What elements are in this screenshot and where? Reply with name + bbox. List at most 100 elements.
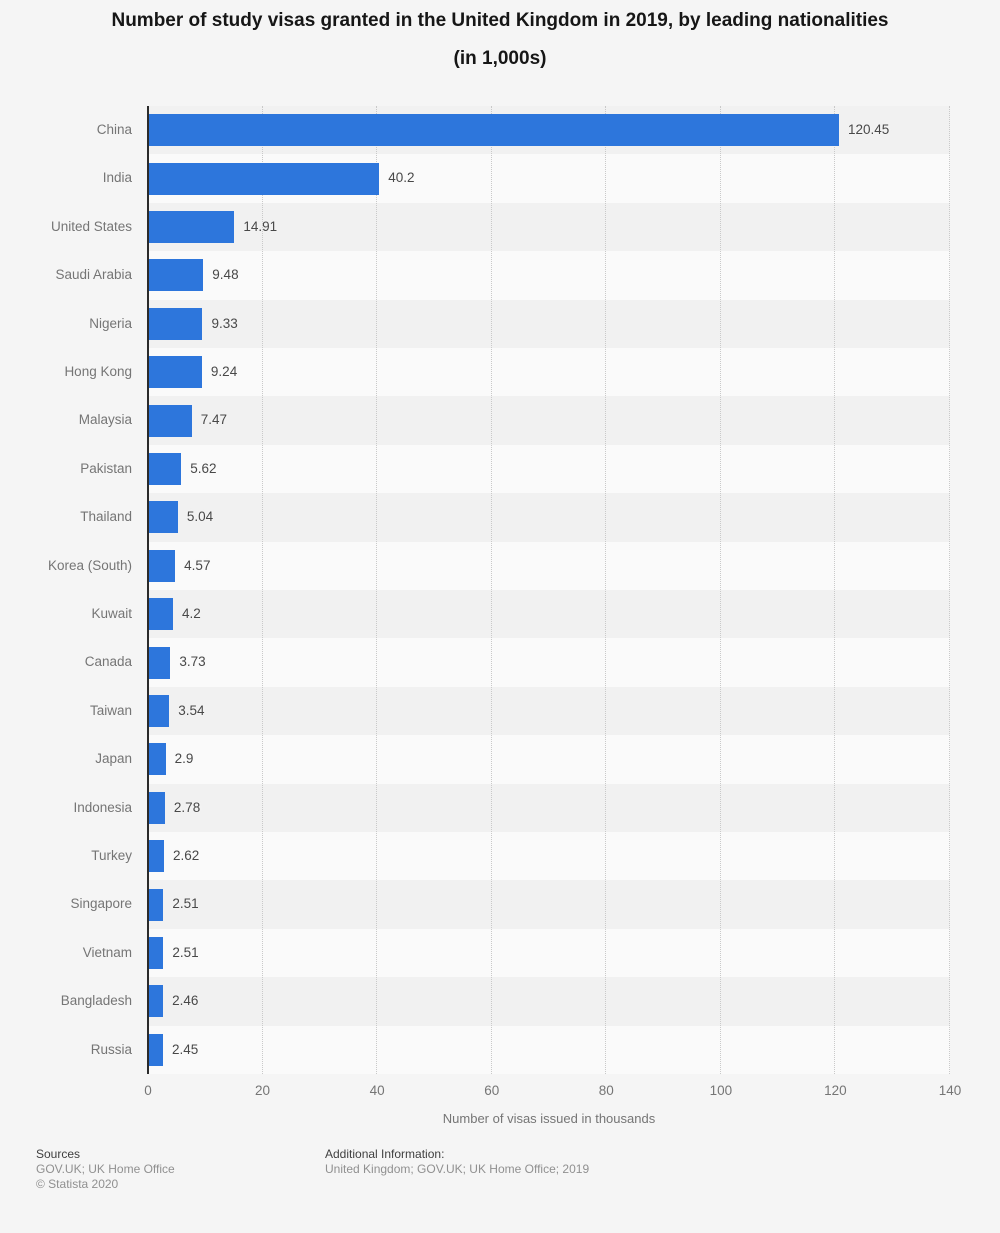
y-axis-line	[147, 106, 149, 1074]
additional-info-heading: Additional Information:	[325, 1147, 445, 1161]
row-band	[148, 783, 950, 832]
row-band	[148, 977, 950, 1026]
value-label: 40.2	[388, 170, 415, 186]
x-tick-label: 100	[709, 1083, 733, 1098]
value-label: 9.48	[212, 267, 239, 283]
category-label: Canada	[84, 654, 132, 670]
category-label: Kuwait	[91, 606, 132, 621]
copyright-line: © Statista 2020	[36, 1177, 119, 1191]
value-label: 120.45	[848, 122, 890, 137]
bar	[149, 162, 380, 195]
bar	[149, 356, 202, 389]
bar	[149, 888, 164, 921]
bar	[149, 840, 164, 873]
x-tick-label: 40	[369, 1083, 385, 1098]
bar	[149, 1033, 164, 1066]
x-tick-label: 0	[144, 1083, 152, 1098]
x-tick-label: 60	[484, 1083, 500, 1098]
row-band	[148, 686, 950, 736]
value-label: 5.62	[190, 460, 217, 476]
x-tick-label: 80	[598, 1083, 614, 1098]
x-axis-label: Number of visas issued in thousands	[442, 1111, 656, 1126]
bar	[149, 404, 192, 437]
bar	[149, 598, 174, 631]
value-label: 2.45	[172, 1041, 199, 1057]
row-band	[148, 1025, 950, 1074]
value-label: 14.91	[243, 218, 278, 234]
x-tick-label: 20	[255, 1083, 271, 1098]
category-label: Korea (South)	[47, 557, 132, 573]
row-band	[148, 348, 950, 397]
bar	[149, 453, 182, 485]
value-label: 2.9	[174, 751, 194, 767]
category-label: Pakistan	[80, 460, 132, 476]
gridline	[949, 106, 950, 1074]
value-label: 3.54	[178, 702, 205, 718]
additional-info-line: United Kingdom; GOV.UK; UK Home Office; …	[325, 1162, 590, 1176]
category-label: Japan	[95, 751, 132, 767]
value-label: 2.46	[172, 993, 199, 1009]
gridline	[376, 106, 378, 1074]
row-band	[148, 444, 950, 494]
row-band	[148, 832, 950, 881]
gridline	[834, 106, 836, 1074]
gridline	[490, 106, 492, 1074]
row-band	[148, 299, 950, 348]
category-label: Taiwan	[89, 702, 132, 718]
value-label: 7.47	[200, 412, 228, 428]
row-band	[148, 638, 950, 687]
category-label: China	[96, 122, 132, 137]
row-band	[148, 493, 950, 542]
row-band	[148, 928, 950, 978]
value-label: 2.62	[173, 848, 200, 863]
bar	[149, 791, 165, 824]
value-label: 2.51	[172, 944, 199, 960]
sources-heading: Sources	[36, 1147, 81, 1161]
chart-title-line-1: Number of study visas granted in the Uni…	[111, 10, 889, 31]
bar	[149, 549, 176, 582]
category-label: Thailand	[80, 509, 132, 525]
chart-title: Number of study visas granted in the Uni…	[0, 2, 1000, 78]
value-label: 3.73	[179, 654, 206, 670]
x-axis-ticks: 0 20 40 60 80 100 120 140	[144, 1083, 961, 1101]
footer-additional-info: Additional Information: United Kingdom; …	[325, 1147, 589, 1177]
category-label: United States	[50, 218, 132, 234]
sources-line: GOV.UK; UK Home Office	[36, 1162, 175, 1176]
chart-title-line-2: (in 1,000s)	[453, 48, 547, 69]
bar	[149, 307, 203, 340]
plot-area: China 120.45 India 40.2 United States 14.91 Sa…	[48, 106, 950, 1074]
bar	[149, 259, 204, 292]
row-band	[148, 735, 950, 784]
gridline	[719, 106, 721, 1074]
category-label: Hong Kong	[64, 364, 132, 379]
bar	[149, 501, 178, 534]
footer-sources: Sources GOV.UK; UK Home Office © Statist…	[36, 1147, 175, 1192]
category-label: Turkey	[91, 848, 132, 863]
value-label: 4.2	[182, 606, 201, 621]
bar	[149, 646, 171, 679]
row-band	[148, 251, 950, 300]
category-label: India	[102, 170, 132, 186]
bar	[149, 743, 166, 776]
value-label: 2.78	[173, 799, 201, 815]
bar	[149, 114, 839, 147]
value-label: 4.57	[184, 557, 211, 573]
gridline	[605, 106, 607, 1074]
category-label: Singapore	[70, 896, 132, 912]
category-label: Bangladesh	[60, 993, 132, 1009]
value-label: 9.24	[210, 364, 238, 379]
x-tick-label: 140	[938, 1083, 962, 1098]
value-label: 2.51	[172, 896, 199, 912]
row-band	[148, 590, 950, 639]
row-band	[148, 541, 950, 590]
category-label: Saudi Arabia	[55, 267, 132, 283]
category-label: Russia	[90, 1041, 132, 1057]
bar	[149, 937, 164, 969]
value-label: 5.04	[186, 509, 214, 525]
row-band	[148, 202, 950, 252]
bar	[149, 211, 235, 243]
bar	[149, 695, 170, 727]
x-tick-label: 120	[824, 1083, 847, 1098]
bar	[149, 985, 164, 1018]
